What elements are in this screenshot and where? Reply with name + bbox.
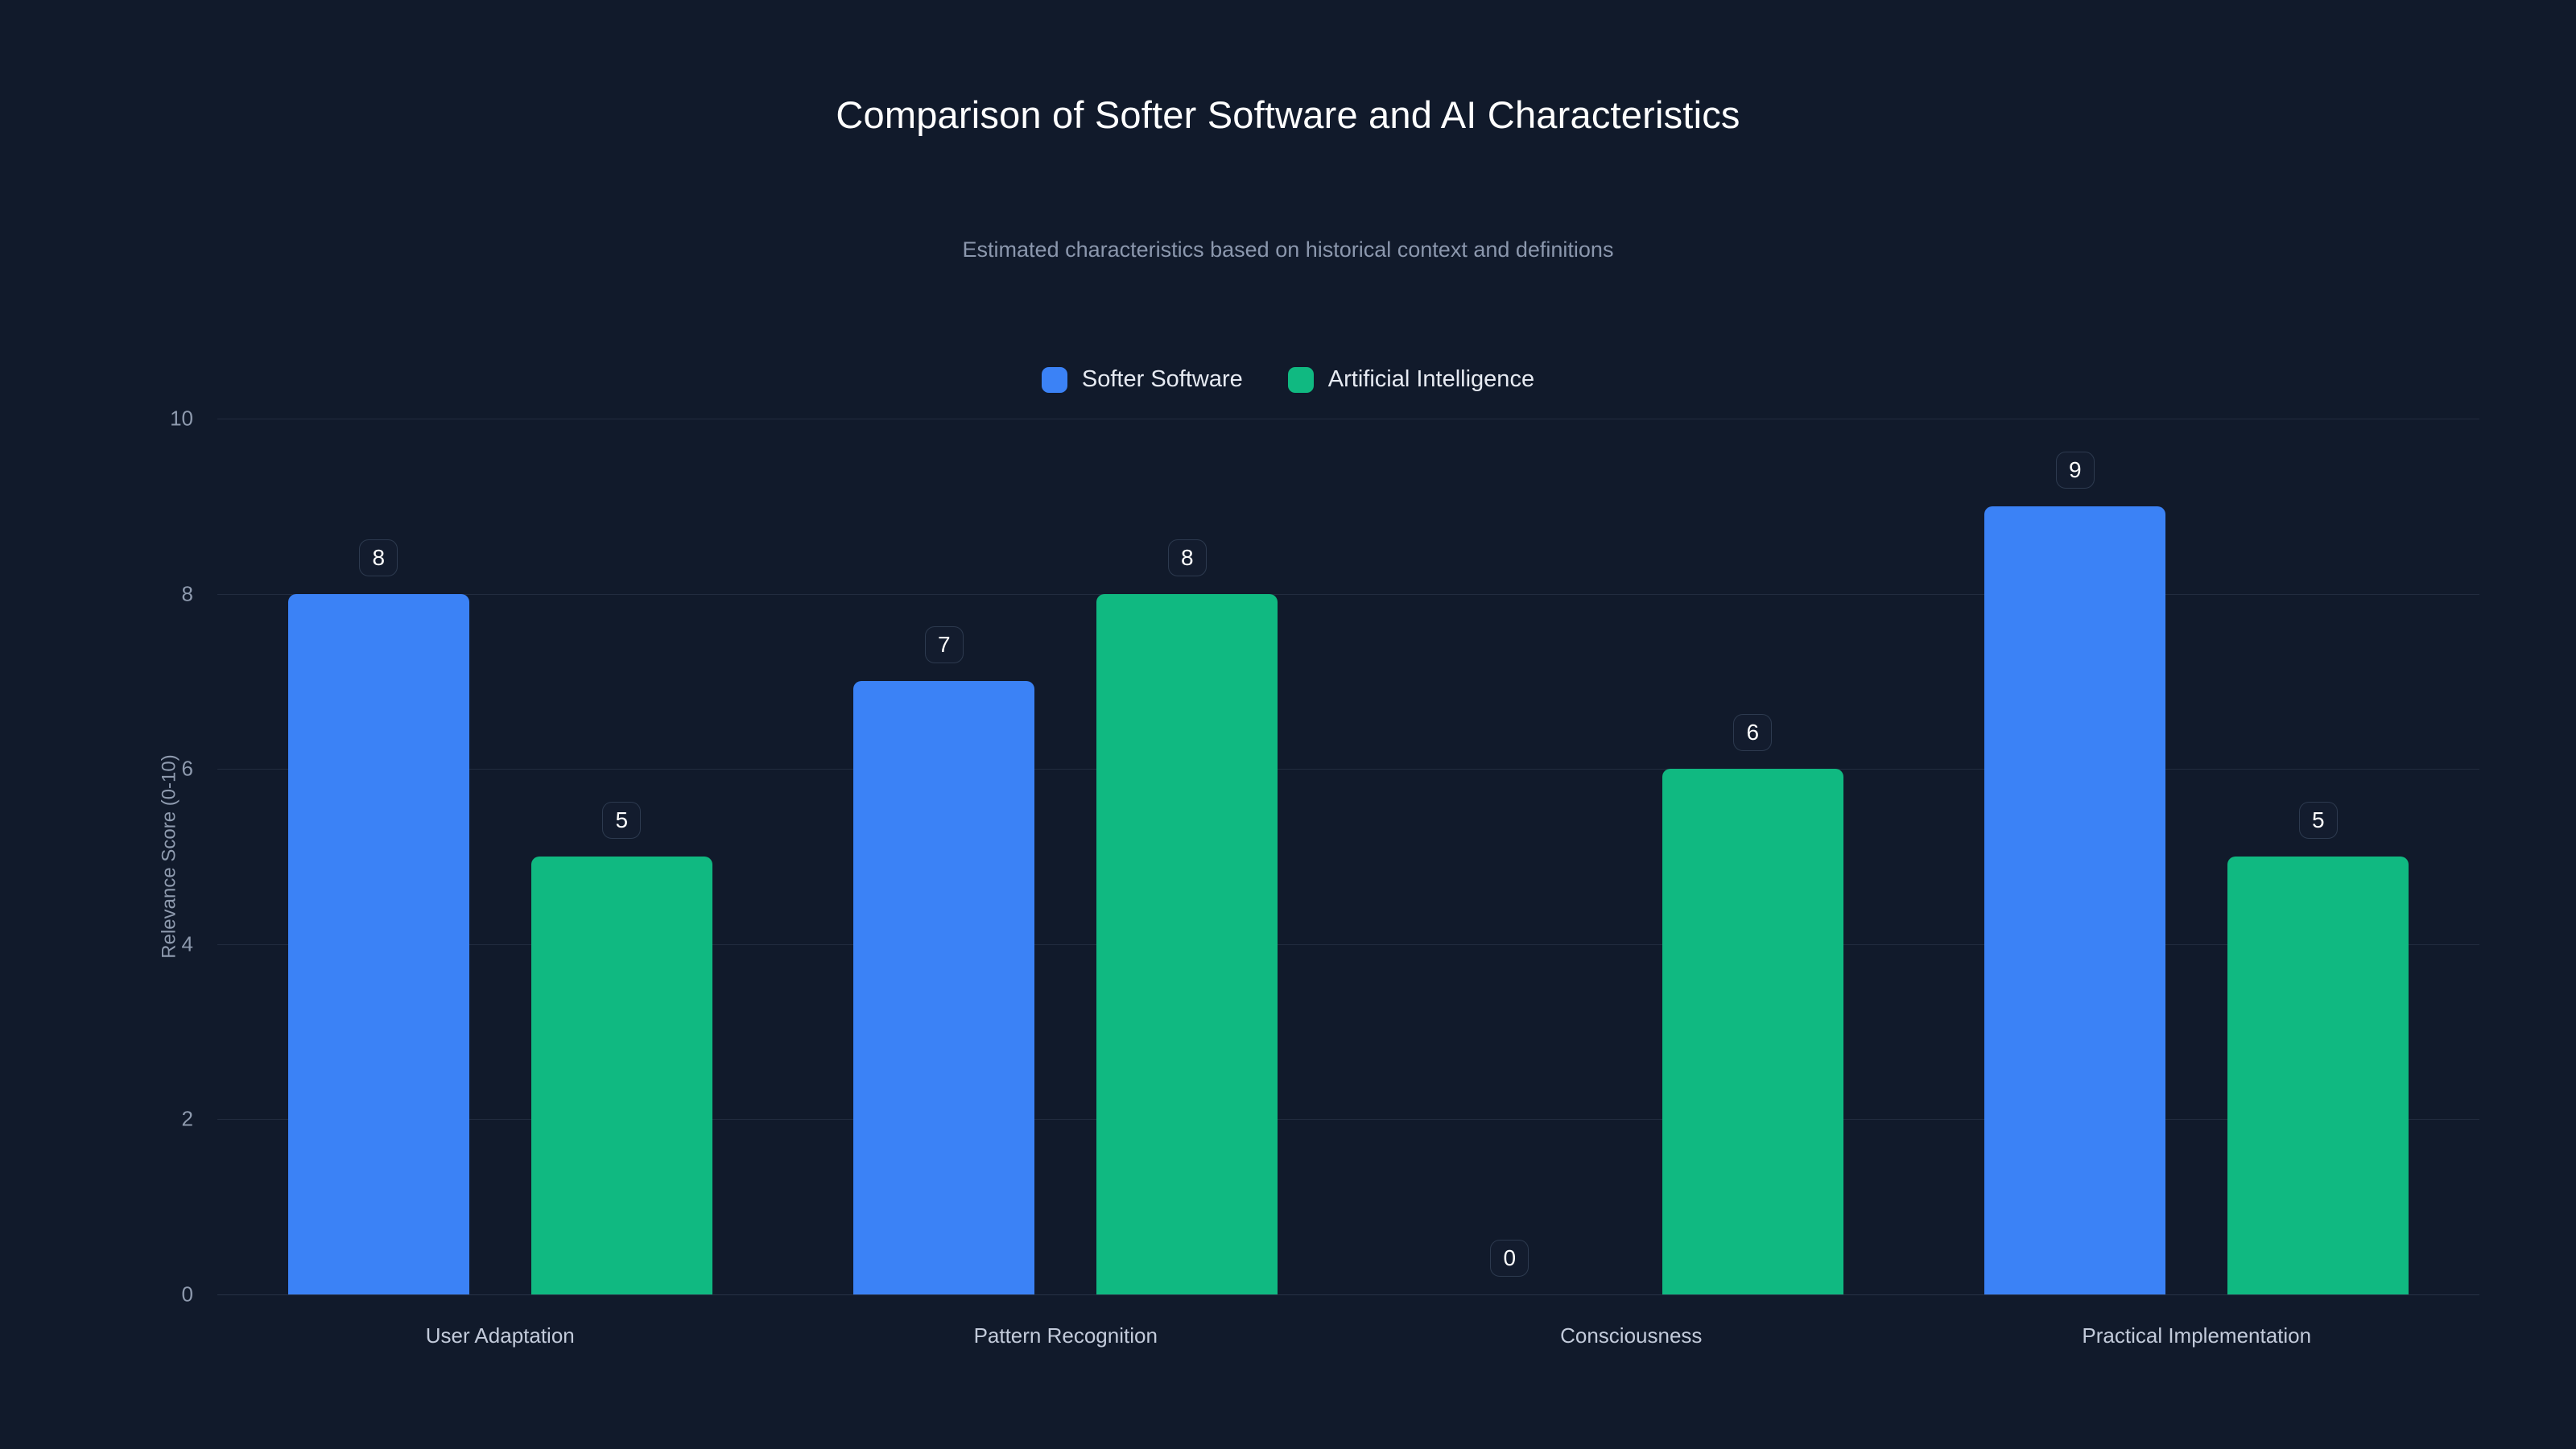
- y-axis-tick-label: 6: [181, 756, 193, 781]
- bar-group-0: 8 5 User Adaptation: [217, 419, 783, 1348]
- x-axis-tick-label: Pattern Recognition: [973, 1323, 1158, 1348]
- chart-subtitle: Estimated characteristics based on histo…: [962, 237, 1614, 262]
- bar-value-badge: 7: [924, 626, 964, 664]
- bar-value-badge: 9: [2055, 451, 2095, 489]
- plot-area: Relevance Score (0-10) 0 2 4 6 8 10 8 5 User Ada…: [159, 407, 2480, 1348]
- bar-value-badge: 0: [1490, 1240, 1530, 1277]
- legend-swatch-icon: [1041, 366, 1067, 393]
- x-axis-tick-label: User Adaptation: [425, 1323, 575, 1348]
- y-axis-tick-label: 10: [170, 406, 193, 431]
- y-axis-tick-label: 2: [181, 1106, 193, 1131]
- bar-group-1: 7 8 Pattern Recognition: [783, 419, 1349, 1348]
- y-axis-tick-label: 8: [181, 581, 193, 606]
- bar-group-2: 0 6 Consciousness: [1348, 419, 1914, 1348]
- bar-3-0[interactable]: [1984, 506, 2166, 1294]
- bar-value-badge: 5: [602, 802, 642, 839]
- bar-value-badge: 8: [359, 539, 398, 576]
- y-axis-tick-label: 4: [181, 931, 193, 956]
- y-axis-tick-label: 0: [181, 1282, 193, 1307]
- legend-label: Softer Software: [1081, 366, 1243, 392]
- legend-label: Artificial Intelligence: [1327, 366, 1535, 392]
- bar-value-badge: 5: [2298, 802, 2338, 839]
- bar-1-0[interactable]: [853, 681, 1035, 1294]
- y-axis-title: Relevance Score (0-10): [158, 754, 180, 959]
- gridline-2: [217, 1119, 2479, 1121]
- gridline-4: [217, 943, 2479, 945]
- bar-2-1[interactable]: [1662, 769, 1843, 1294]
- bar-value-badge: 8: [1167, 539, 1207, 576]
- bar-group-3: 9 5 Practical Implementation: [1914, 419, 2480, 1348]
- bar-1-1[interactable]: [1096, 593, 1278, 1294]
- legend-swatch-icon: [1287, 366, 1314, 393]
- bar-3-1[interactable]: [2227, 857, 2409, 1294]
- x-axis-tick-label: Consciousness: [1560, 1323, 1703, 1348]
- chart-title: Comparison of Softer Software and AI Cha…: [836, 93, 1740, 136]
- bar-value-badge: 6: [1733, 714, 1773, 752]
- legend-item-1[interactable]: Artificial Intelligence: [1287, 366, 1535, 393]
- bar-0-0[interactable]: [287, 593, 469, 1294]
- gridline-8: [217, 593, 2479, 595]
- gridline-0: [217, 1294, 2479, 1295]
- bar-0-1[interactable]: [530, 857, 712, 1294]
- x-axis-tick-label: Practical Implementation: [2082, 1323, 2312, 1348]
- legend-item-0[interactable]: Softer Software: [1041, 366, 1243, 393]
- gridline-6: [217, 769, 2479, 770]
- chart-legend: Softer Software Artificial Intelligence: [0, 366, 2576, 393]
